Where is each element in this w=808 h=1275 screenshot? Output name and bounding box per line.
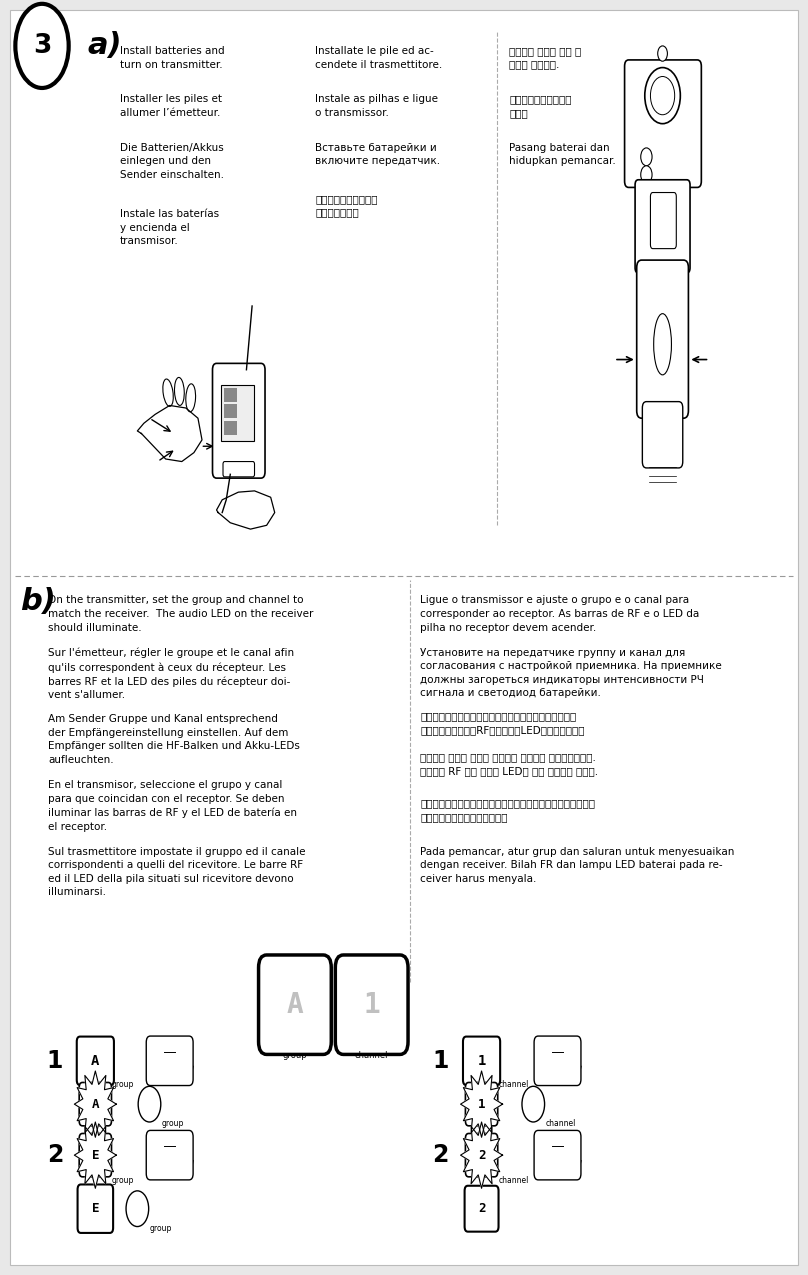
Text: A: A [287,991,303,1019]
Circle shape [138,1086,161,1122]
Polygon shape [74,1071,116,1137]
Text: Sul trasmettitore impostate il gruppo ed il canale
corrispondenti a quelli del r: Sul trasmettitore impostate il gruppo ed… [48,847,306,898]
Text: group: group [162,1119,184,1128]
FancyBboxPatch shape [625,60,701,187]
Text: 在发射机上，将组和频道设置为与接收机匹配。接收机上的射频
指示灯条和电池指示灯应点亮。: 在发射机上，将组和频道设置为与接收机匹配。接收机上的射频 指示灯条和电池指示灯应… [420,798,595,822]
FancyBboxPatch shape [224,388,237,402]
Text: 1: 1 [364,991,380,1019]
Text: A: A [91,1054,99,1067]
Text: Die Batterien/Akkus
einlegen und den
Sender einschalten.: Die Batterien/Akkus einlegen und den Sen… [120,143,224,180]
Text: Ligue o transmissor e ajuste o grupo e o canal para
corresponder ao receptor. As: Ligue o transmissor e ajuste o grupo e o… [420,595,700,632]
Text: 1: 1 [47,1049,63,1072]
FancyBboxPatch shape [79,1133,112,1177]
Text: Instale as pilhas e ligue
o transmissor.: Instale as pilhas e ligue o transmissor. [315,94,438,119]
Circle shape [650,76,675,115]
Text: Вставьте батарейки и
включите передатчик.: Вставьте батарейки и включите передатчик… [315,143,440,167]
FancyBboxPatch shape [635,180,690,273]
FancyBboxPatch shape [534,1131,581,1179]
FancyBboxPatch shape [224,404,237,418]
FancyBboxPatch shape [534,1037,581,1085]
FancyBboxPatch shape [465,1133,498,1177]
Text: A: A [91,1098,99,1111]
FancyBboxPatch shape [146,1131,193,1179]
Polygon shape [74,1122,116,1188]
Text: Am Sender Gruppe und Kanal entsprechend
der Empfängereinstellung einstellen. Auf: Am Sender Gruppe und Kanal entsprechend … [48,714,301,765]
Text: E: E [91,1202,99,1215]
Text: Install batteries and
turn on transmitter.: Install batteries and turn on transmitte… [120,46,224,70]
Text: Pada pemancar, atur grup dan saluran untuk menyesuaikan
dengan receiver. Bilah F: Pada pemancar, atur grup dan saluran unt… [420,847,734,884]
Text: 1: 1 [478,1098,486,1111]
Text: Instale las baterías
y encienda el
transmisor.: Instale las baterías y encienda el trans… [120,209,219,246]
Text: En el transmisor, seleccione el grupo y canal
para que coincidan con el receptor: En el transmisor, seleccione el grupo y … [48,780,297,831]
Text: 送信機に電池を入れ、
オンにします。: 送信機に電池を入れ、 オンにします。 [315,194,377,218]
Polygon shape [461,1071,503,1137]
Polygon shape [461,1122,503,1188]
Text: 送信機で、グループとチャンネルを設定して受信機に合
わせます。受信機のRFバーと電池LEDが点灯します。: 送信機で、グループとチャンネルを設定して受信機に合 わせます。受信機のRFバーと… [420,711,585,736]
Text: E: E [91,1149,99,1162]
Text: channel: channel [545,1119,576,1128]
Text: 1: 1 [432,1049,448,1072]
FancyBboxPatch shape [146,1037,193,1085]
FancyBboxPatch shape [637,260,688,418]
FancyBboxPatch shape [221,385,254,441]
Ellipse shape [654,314,671,375]
Text: On the transmitter, set the group and channel to
match the receiver.  The audio : On the transmitter, set the group and ch… [48,595,314,632]
Text: 3: 3 [33,33,51,59]
Ellipse shape [186,384,196,412]
FancyBboxPatch shape [465,1082,498,1126]
Text: group: group [112,1176,134,1184]
Text: Pasang baterai dan
hidupkan pemancar.: Pasang baterai dan hidupkan pemancar. [509,143,616,167]
Text: 安装电池并打开发射机
电源。: 安装电池并打开发射机 电源。 [509,94,571,119]
FancyBboxPatch shape [79,1082,112,1126]
FancyBboxPatch shape [78,1184,113,1233]
Circle shape [15,4,69,88]
FancyBboxPatch shape [335,955,408,1054]
Text: Installate le pile ed ac-
cendete il trasmettitore.: Installate le pile ed ac- cendete il tra… [315,46,442,70]
Text: group: group [112,1080,134,1089]
FancyBboxPatch shape [650,193,676,249]
Circle shape [645,68,680,124]
FancyBboxPatch shape [465,1186,499,1232]
Text: 1: 1 [478,1054,486,1067]
Text: 건전지를 설치한 다음 송
신기를 켜십시오.: 건전지를 설치한 다음 송 신기를 켜십시오. [509,46,581,70]
Text: 2: 2 [478,1202,486,1215]
Text: Sur l'émetteur, régler le groupe et le canal afin
qu'ils correspondent à ceux du: Sur l'émetteur, régler le groupe et le c… [48,648,295,700]
FancyBboxPatch shape [259,955,331,1054]
Text: 2: 2 [47,1144,63,1167]
Circle shape [126,1191,149,1227]
Circle shape [641,166,652,184]
Text: group: group [149,1224,172,1233]
FancyBboxPatch shape [213,363,265,478]
FancyBboxPatch shape [642,402,683,468]
Text: Установите на передатчике группу и канал для
согласования с настройкой приемника: Установите на передатчике группу и канал… [420,648,722,699]
Text: b): b) [20,586,56,616]
Text: a): a) [87,32,122,60]
FancyBboxPatch shape [77,1037,114,1085]
Ellipse shape [163,379,173,407]
Text: 송신기에 그룹과 채널을 설정하여 수신기에 일치시키십시오.
수신기의 RF 바와 건전지 LED에 불이 들어와야 합니다.: 송신기에 그룹과 채널을 설정하여 수신기에 일치시키십시오. 수신기의 RF … [420,752,598,776]
Text: channel: channel [355,1051,389,1060]
FancyBboxPatch shape [224,421,237,435]
Text: 2: 2 [432,1144,448,1167]
Text: channel: channel [499,1080,529,1089]
FancyBboxPatch shape [223,462,255,477]
Ellipse shape [175,377,184,405]
Circle shape [522,1086,545,1122]
Circle shape [641,148,652,166]
FancyBboxPatch shape [10,10,798,1265]
Circle shape [658,46,667,61]
Text: 2: 2 [478,1149,486,1162]
FancyBboxPatch shape [463,1037,500,1085]
Text: Installer les piles et
allumer l’émetteur.: Installer les piles et allumer l’émetteu… [120,94,221,119]
Text: group: group [283,1051,307,1060]
Text: channel: channel [499,1176,529,1184]
